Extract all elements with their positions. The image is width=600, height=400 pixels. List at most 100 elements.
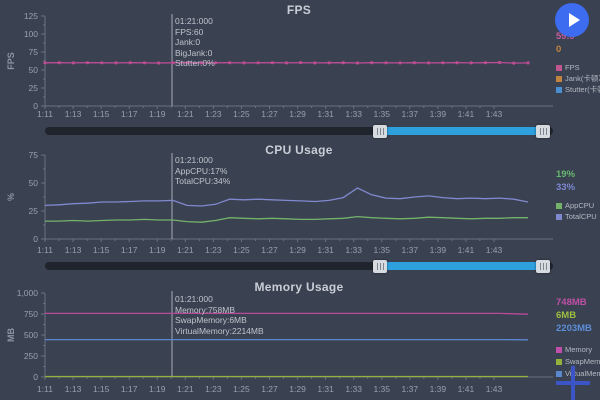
cpu-crosshair-tooltip: 01:21:000 AppCPU:17% TotalCPU:34% [175,155,230,187]
fps-crosshair-tooltip: 01:21:000 FPS:60 Jank:0 BigJank:0 Stutter:0% [175,16,215,69]
fps-chart-title: FPS [286,3,312,17]
legend-label: Memory [565,345,593,354]
y-tick-label: 25 [29,206,39,216]
x-tick-label: 1:11 [37,109,53,119]
series-marker [43,61,47,65]
y-tick-label: 0 [33,101,38,111]
series-marker [498,60,502,65]
legend: AppCPU TotalCPU [556,200,600,222]
x-tick-label: 1:31 [317,245,334,255]
y-tick-label: 0 [33,372,38,382]
legend-item[interactable]: VirtualMemory [556,368,600,380]
x-tick-label: 1:17 [121,384,138,394]
x-tick-label: 1:43 [486,384,503,394]
add-chart-button[interactable] [556,366,590,400]
x-tick-label: 1:27 [261,109,278,119]
legend-swatch-icon [556,202,562,209]
cpu-chart-title: CPU Usage [265,143,333,157]
x-tick-label: 1:33 [345,245,362,255]
x-tick-label: 1:41 [458,109,475,119]
scrollbar-right-handle[interactable] [536,125,550,138]
scrollbar-selected-range[interactable] [380,262,543,270]
x-tick-label: 1:37 [402,109,419,119]
memory-panel: Memory Usage MB 1,000 750 500 250 0 1:11 1:13 1… [0,276,600,400]
series-marker [228,61,232,65]
series-marker [256,61,260,65]
x-tick-label: 1:29 [289,109,306,119]
current-value: 19% [556,169,576,180]
y-tick-label: 75 [29,47,39,57]
scrollbar-selected-range[interactable] [380,127,543,135]
x-tick-label: 1:19 [149,384,166,394]
memory-chart-plot[interactable]: 1,000 750 500 250 0 1:11 1:13 1:15 1:17 1:19 1:21 1… [0,276,600,400]
y-tick-label: 100 [24,29,38,39]
series-marker [199,61,203,65]
x-tick-label: 1:25 [233,109,250,119]
tooltip-line: Memory:758MB [175,304,235,315]
fps-time-range-scrollbar[interactable] [0,125,600,139]
cpu-time-range-scrollbar[interactable] [0,260,600,274]
legend-item[interactable]: TotalCPU [556,211,600,222]
legend-label: AppCPU [565,201,595,210]
axes [41,292,553,380]
series-marker [398,61,402,65]
x-tick-label: 1:15 [93,109,110,119]
legend-label: Stutter(卡顿率) [565,85,600,94]
play-button[interactable] [555,3,589,37]
current-value: 2203MB [556,323,592,334]
tooltip-line: 01:21:000 [175,16,213,26]
legend-item[interactable]: SwapMemory [556,356,600,368]
series-marker [114,61,118,65]
series-marker [242,61,246,65]
x-tick-label: 1:17 [121,109,138,119]
legend-label: SwapMemory [565,357,600,366]
x-tick-label: 1:39 [430,384,447,394]
x-tick-label: 1:25 [233,245,250,255]
y-tick-label: 1,000 [17,288,39,298]
series-marker [213,61,218,65]
legend-swatch-icon [556,347,562,353]
series-marker [384,61,388,65]
x-tick-label: 1:21 [177,109,194,119]
x-tick-label: 1:29 [289,384,306,394]
x-tick-label: 1:33 [345,109,362,119]
x-tick-label: 1:39 [430,245,447,255]
series-marker [57,61,61,65]
scrollbar-track[interactable] [45,262,553,270]
series-marker [86,61,90,65]
y-tick-label: 750 [24,309,38,319]
y-tick-label: 75 [29,150,39,160]
x-tick-label: 1:31 [317,384,334,394]
axes [41,154,553,242]
current-value: 59.9 [556,31,575,42]
scrollbar-left-handle[interactable] [373,260,387,273]
legend-item[interactable]: Jank(卡顿次数) [556,73,600,84]
cpu-chart-plot[interactable]: 75 50 25 01:11 1:13 1:15 1:17 1:19 1:21 1:23 1:25 1… [0,140,600,276]
x-tick-label: 1:33 [345,384,362,394]
legend-item[interactable]: Stutter(卡顿率) [556,84,600,95]
current-value: 748MB [556,297,587,308]
series-marker [284,61,289,65]
tooltip-line: FPS:60 [175,26,204,37]
x-tick-label: 1:13 [65,245,82,255]
x-tick-label: 1:19 [149,109,166,119]
legend: FPS Jank(卡顿次数) Stutter(卡顿率) [556,62,600,95]
series-marker [185,61,189,65]
tooltip-line: 01:21:000 [175,155,213,165]
legend-item[interactable]: AppCPU [556,200,600,211]
legend-swatch-icon [556,213,562,220]
y-tick-label: 25 [29,83,39,93]
legend: Memory SwapMemory VirtualMemory [556,344,600,380]
legend-item[interactable]: FPS [556,62,600,73]
series-Memory [45,312,529,315]
memory-current-values-and-legend: 748MB 6MB 2203MB Memory SwapMemory VirtualMem… [556,296,600,380]
scrollbar-track[interactable] [45,127,553,135]
series-marker [313,61,317,65]
tooltip-line: VirtualMemory:2214MB [175,325,264,336]
scrollbar-left-handle[interactable] [373,125,387,138]
scrollbar-right-handle[interactable] [536,260,550,273]
legend-item[interactable]: Memory [556,344,600,356]
x-tick-label: 1:29 [289,245,306,255]
